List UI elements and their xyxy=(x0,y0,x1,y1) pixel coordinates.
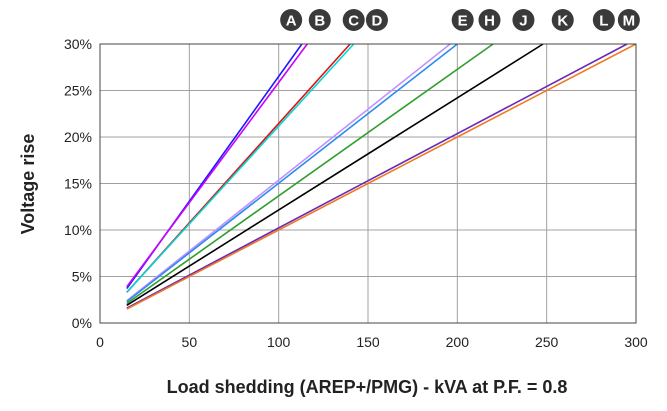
marker-e: E xyxy=(451,9,474,31)
y-axis-title: Voltage rise xyxy=(18,134,38,235)
series-line-k xyxy=(126,43,544,307)
series-line-l xyxy=(126,43,628,309)
marker-circle xyxy=(478,9,501,31)
series-line-j xyxy=(126,43,494,305)
y-tick-label: 10% xyxy=(64,222,92,238)
y-tick-label: 5% xyxy=(72,269,92,285)
marker-h: H xyxy=(478,9,501,31)
y-tick-label: 30% xyxy=(64,36,92,52)
x-tick-label: 100 xyxy=(267,334,291,350)
marker-circle xyxy=(551,9,574,31)
marker-a: A xyxy=(280,9,303,31)
marker-label: J xyxy=(519,13,527,30)
y-tick-label: 15% xyxy=(64,176,92,192)
series-line-e xyxy=(126,43,451,302)
marker-label: M xyxy=(623,13,636,30)
marker-circle xyxy=(365,9,388,31)
marker-label: H xyxy=(484,13,495,30)
y-tick-label: 20% xyxy=(64,129,92,145)
marker-label: D xyxy=(372,13,383,30)
series-line-b xyxy=(126,43,308,288)
x-tick-label: 250 xyxy=(535,334,559,350)
marker-circle xyxy=(512,9,535,31)
marker-c: C xyxy=(342,9,365,31)
series-line-h xyxy=(126,43,458,303)
series-lines xyxy=(126,43,637,310)
marker-label: L xyxy=(599,13,608,30)
marker-label: K xyxy=(557,13,568,30)
marker-circle xyxy=(308,9,331,31)
marker-circle xyxy=(280,9,303,31)
x-axis-title: Load shedding (AREP+/PMG) - kVA at P.F. … xyxy=(167,377,568,397)
series-line-d xyxy=(126,43,355,293)
marker-j: J xyxy=(512,9,535,31)
marker-k: K xyxy=(551,9,574,31)
marker-l: L xyxy=(592,9,615,31)
marker-circle xyxy=(342,9,365,31)
marker-b: B xyxy=(308,9,331,31)
x-tick-label: 150 xyxy=(356,334,380,350)
marker-label: B xyxy=(314,13,325,30)
x-tick-label: 0 xyxy=(96,334,104,350)
marker-label: E xyxy=(458,13,468,30)
y-tick-label: 0% xyxy=(72,315,92,331)
tick-labels: 0 50 100 150 200 250 300 0% 5% 10% 15% 20% 25% 30% xyxy=(64,36,648,350)
marker-m: M xyxy=(617,9,640,31)
y-tick-label: 25% xyxy=(64,83,92,99)
x-tick-label: 200 xyxy=(446,334,470,350)
marker-label: C xyxy=(348,13,359,30)
marker-circle xyxy=(617,9,640,31)
plot-area-frame xyxy=(99,43,637,324)
marker-circle xyxy=(451,9,474,31)
marker-d: D xyxy=(365,9,388,31)
marker-label: A xyxy=(286,13,297,30)
marker-circle xyxy=(592,9,615,31)
x-tick-label: 300 xyxy=(624,334,648,350)
x-tick-label: 50 xyxy=(182,334,198,350)
series-line-m xyxy=(126,43,637,310)
